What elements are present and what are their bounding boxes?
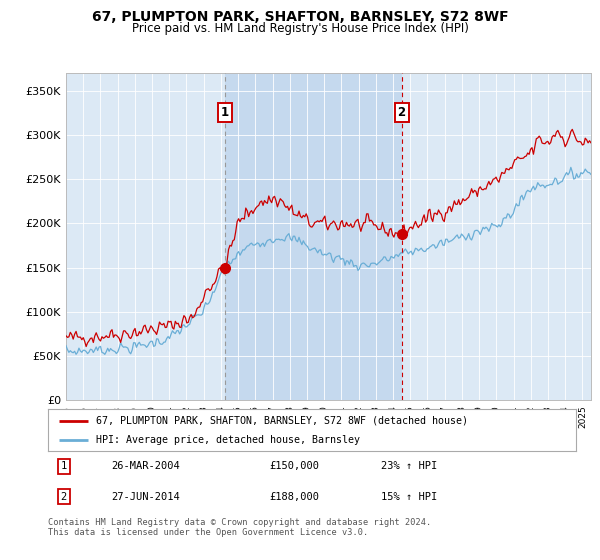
Text: 15% ↑ HPI: 15% ↑ HPI (380, 492, 437, 502)
Text: 67, PLUMPTON PARK, SHAFTON, BARNSLEY, S72 8WF: 67, PLUMPTON PARK, SHAFTON, BARNSLEY, S7… (92, 10, 508, 24)
Text: £188,000: £188,000 (270, 492, 320, 502)
Text: £150,000: £150,000 (270, 461, 320, 472)
Text: 1: 1 (221, 106, 229, 119)
Text: HPI: Average price, detached house, Barnsley: HPI: Average price, detached house, Barn… (95, 435, 359, 445)
Text: 67, PLUMPTON PARK, SHAFTON, BARNSLEY, S72 8WF (detached house): 67, PLUMPTON PARK, SHAFTON, BARNSLEY, S7… (95, 416, 467, 426)
Text: 1: 1 (61, 461, 67, 472)
Text: 23% ↑ HPI: 23% ↑ HPI (380, 461, 437, 472)
Text: 26-MAR-2004: 26-MAR-2004 (112, 461, 180, 472)
Text: 27-JUN-2014: 27-JUN-2014 (112, 492, 180, 502)
Text: 2: 2 (61, 492, 67, 502)
Text: Contains HM Land Registry data © Crown copyright and database right 2024.
This d: Contains HM Land Registry data © Crown c… (48, 518, 431, 538)
Text: 2: 2 (398, 106, 406, 119)
Bar (225, 73, 401, 400)
Text: Price paid vs. HM Land Registry's House Price Index (HPI): Price paid vs. HM Land Registry's House … (131, 22, 469, 35)
